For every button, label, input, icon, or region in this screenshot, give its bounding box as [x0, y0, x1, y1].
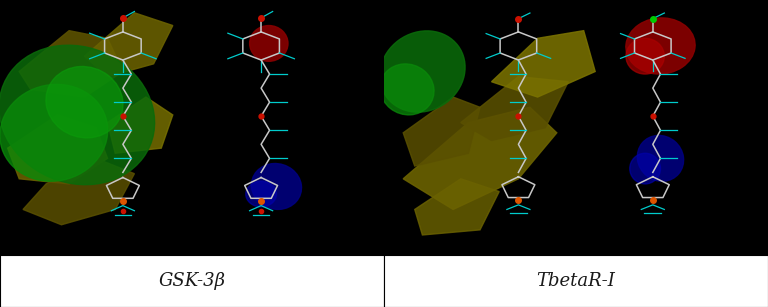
Polygon shape [403, 97, 480, 166]
Polygon shape [108, 97, 173, 153]
Text: GSK-3β: GSK-3β [158, 272, 226, 290]
Polygon shape [492, 31, 595, 97]
Polygon shape [461, 77, 568, 141]
Polygon shape [8, 115, 108, 184]
Polygon shape [403, 107, 557, 209]
Ellipse shape [0, 84, 108, 181]
Ellipse shape [630, 153, 660, 184]
Ellipse shape [250, 25, 288, 61]
Ellipse shape [46, 67, 123, 138]
Ellipse shape [246, 181, 276, 207]
Ellipse shape [379, 31, 465, 112]
Ellipse shape [380, 64, 434, 115]
Ellipse shape [251, 164, 302, 209]
Ellipse shape [626, 18, 695, 74]
Ellipse shape [626, 38, 664, 74]
Polygon shape [19, 31, 123, 97]
Polygon shape [415, 179, 499, 235]
Ellipse shape [0, 45, 154, 185]
Text: TbetaR-I: TbetaR-I [537, 272, 615, 290]
Polygon shape [23, 158, 134, 225]
Ellipse shape [637, 135, 684, 181]
Polygon shape [84, 13, 173, 77]
